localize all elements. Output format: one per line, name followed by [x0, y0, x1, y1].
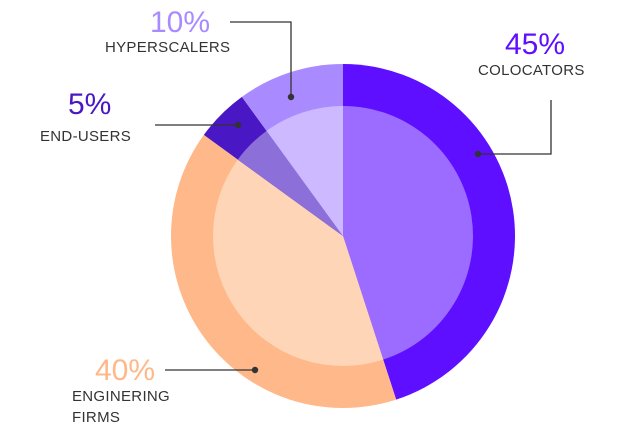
leader-dot — [287, 93, 295, 101]
slice-inner — [237, 130, 343, 236]
value-label: 10% — [150, 6, 211, 39]
value-label: 5% — [68, 88, 112, 121]
leader-line — [230, 21, 292, 97]
leader-line — [478, 100, 552, 155]
value-label: 40% — [95, 354, 156, 387]
leader-dot — [234, 121, 242, 129]
leader-dot — [251, 366, 259, 374]
leader-dot — [474, 150, 482, 158]
value-label: 45% — [505, 28, 566, 61]
slice-inner — [266, 106, 343, 236]
slice-inner — [212, 159, 384, 367]
category-label: ENGINERING FIRMS — [72, 388, 171, 426]
slice-inner — [343, 106, 474, 360]
category-label: COLOCATORS — [478, 62, 585, 79]
category-label: HYPERSCALERS — [105, 39, 231, 56]
category-label: END-USERS — [40, 128, 132, 145]
